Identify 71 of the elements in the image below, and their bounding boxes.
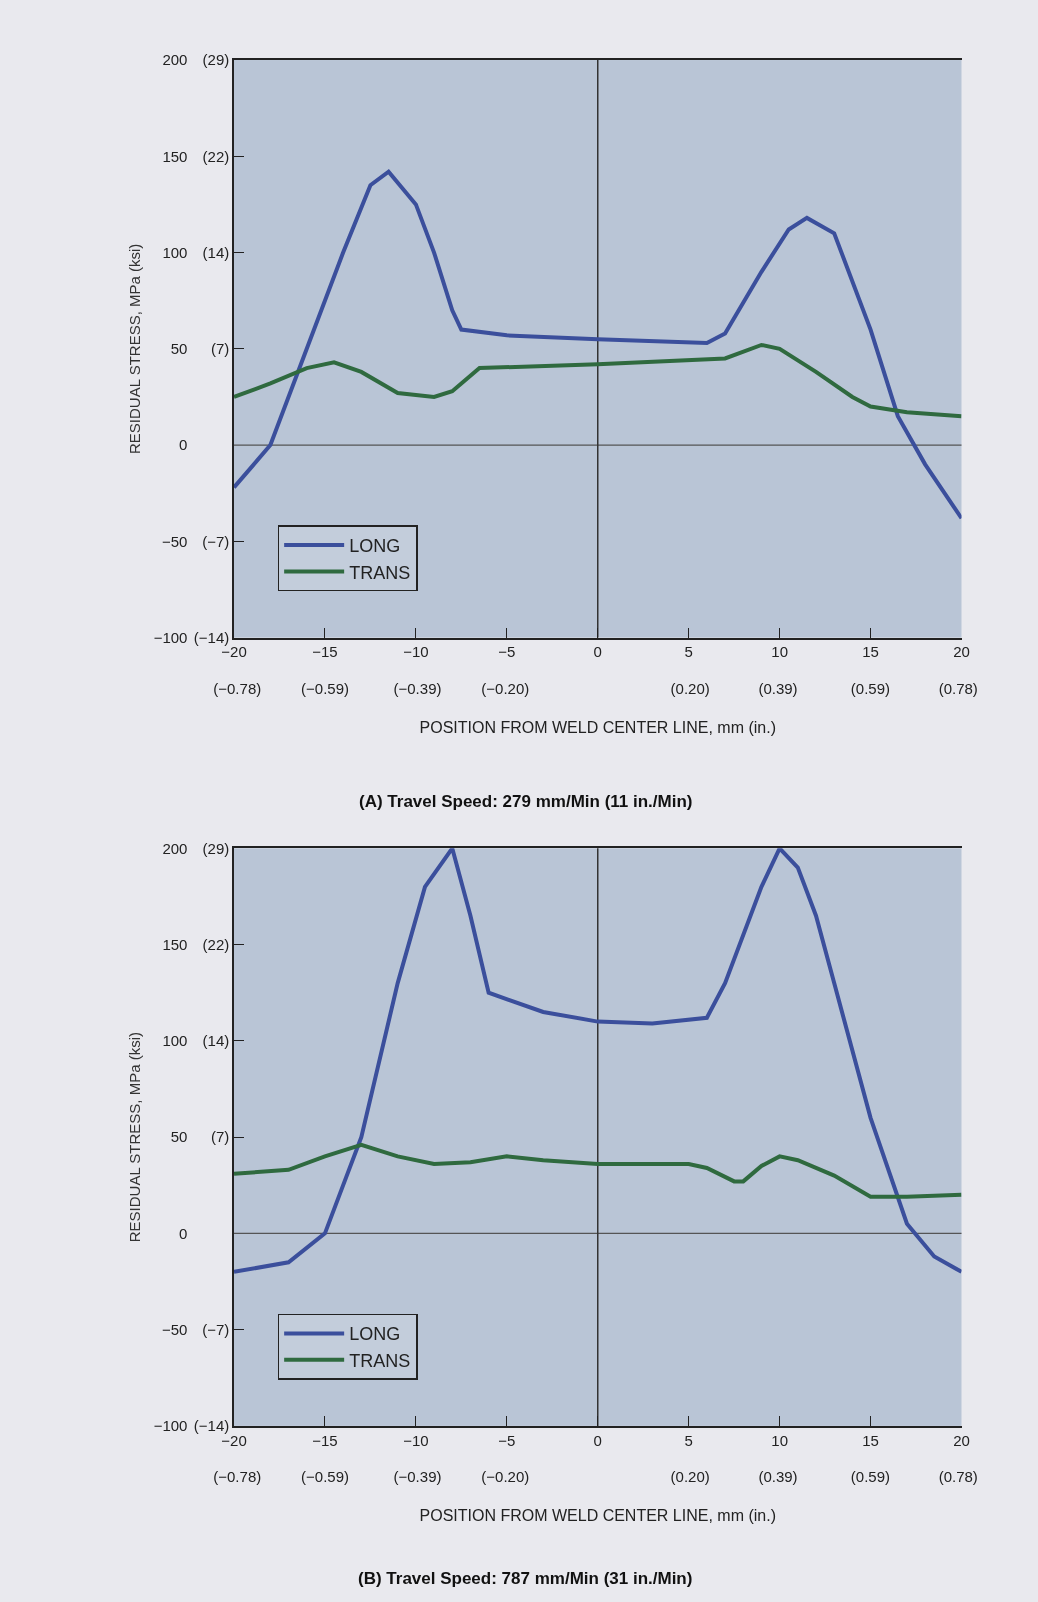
y2-tick-label: (29) [202, 51, 230, 69]
x2-tick-label: (−0.78) [213, 1468, 262, 1486]
x-tick-label: 15 [862, 643, 879, 661]
y-tick-label: 0 [179, 1224, 188, 1242]
x-tick-label: 10 [771, 643, 788, 661]
x-tick-label: 5 [684, 643, 693, 661]
x-tick-label: 5 [684, 1431, 693, 1449]
y-tick-label: −50 [161, 532, 188, 550]
line-series [234, 169, 962, 521]
y-tick-label: −50 [161, 1320, 188, 1338]
y-tick-label: 150 [162, 147, 188, 165]
x-tick-label: 0 [593, 643, 602, 661]
x2-tick-label: (−0.39) [393, 680, 442, 698]
x2-tick-label: (0.20) [670, 1468, 710, 1486]
text: (B) Travel Speed: 787 mm/Min (31 in./Min) [358, 1569, 693, 1588]
x-tick-label: −10 [403, 1431, 429, 1449]
x2-tick-label: (0.78) [938, 680, 978, 698]
x2-tick-label: (−0.78) [213, 680, 262, 698]
legend-label: LONG [349, 536, 401, 557]
x-tick-label: −15 [312, 643, 338, 661]
x2-tick-label: (−0.59) [301, 680, 350, 698]
x2-tick-label: (0.59) [850, 1468, 891, 1486]
y2-tick-label: (−7) [202, 1320, 230, 1338]
x2-tick-label: (0.20) [670, 680, 710, 698]
y-tick-label: 50 [170, 1128, 188, 1146]
text: (A) Travel Speed: 279 mm/Min (11 in./Min) [359, 792, 693, 811]
y-tick-label: 200 [162, 839, 188, 857]
x-tick-label: 20 [953, 1431, 970, 1449]
x2-tick-label: (0.39) [758, 1468, 798, 1486]
x-tick-label: 20 [953, 643, 970, 661]
y-tick-label: 50 [170, 340, 188, 358]
x-tick-label: −15 [312, 1431, 338, 1449]
line-series [234, 342, 962, 419]
x-tick-label: 15 [862, 1431, 879, 1449]
x-tick-label: −5 [498, 1431, 516, 1449]
x-axis-title: POSITION FROM WELD CENTER LINE, mm (in.) [419, 1506, 776, 1524]
y2-tick-label: (−7) [202, 532, 230, 550]
y2-tick-label: (29) [202, 839, 230, 857]
y-tick-label: 100 [162, 243, 188, 261]
y-tick-label: −100 [153, 628, 188, 646]
x2-tick-label: (0.59) [850, 680, 891, 698]
y-tick-label: 0 [179, 436, 188, 454]
line-series [234, 848, 962, 1274]
x2-tick-label: (−0.59) [301, 1468, 350, 1486]
y-axis-title: RESIDUAL STRESS, MPa (ksi) [125, 243, 143, 454]
y2-tick-label: (7) [210, 340, 230, 358]
x2-tick-label: (0.39) [758, 680, 798, 698]
x-tick-label: 10 [771, 1431, 788, 1449]
legend-label: TRANS [349, 562, 411, 583]
x2-tick-label: (−0.20) [481, 680, 530, 698]
y-axis-title: RESIDUAL STRESS, MPa (ksi) [125, 1031, 143, 1243]
y2-tick-label: (−14) [193, 628, 230, 646]
x-tick-label: −10 [403, 643, 429, 661]
y2-tick-label: (22) [202, 147, 230, 165]
x-tick-label: 0 [593, 1431, 602, 1449]
legend-label: LONG [349, 1324, 401, 1345]
y-tick-label: −100 [153, 1417, 188, 1435]
x2-tick-label: (−0.20) [481, 1468, 530, 1486]
x-axis-title: POSITION FROM WELD CENTER LINE, mm (in.) [419, 718, 776, 736]
x2-tick-label: (0.78) [938, 1468, 978, 1486]
y2-tick-label: (14) [202, 243, 230, 261]
y2-tick-label: (14) [202, 1032, 230, 1050]
y2-tick-label: (7) [210, 1128, 230, 1146]
x2-tick-label: (−0.39) [393, 1468, 442, 1486]
y-tick-label: 150 [162, 935, 188, 953]
y2-tick-label: (22) [202, 935, 230, 953]
x-tick-label: −5 [498, 643, 516, 661]
legend-label: TRANS [349, 1350, 411, 1371]
y-tick-label: 100 [162, 1032, 188, 1050]
y-tick-label: 200 [162, 51, 188, 69]
line-series [234, 1142, 962, 1199]
